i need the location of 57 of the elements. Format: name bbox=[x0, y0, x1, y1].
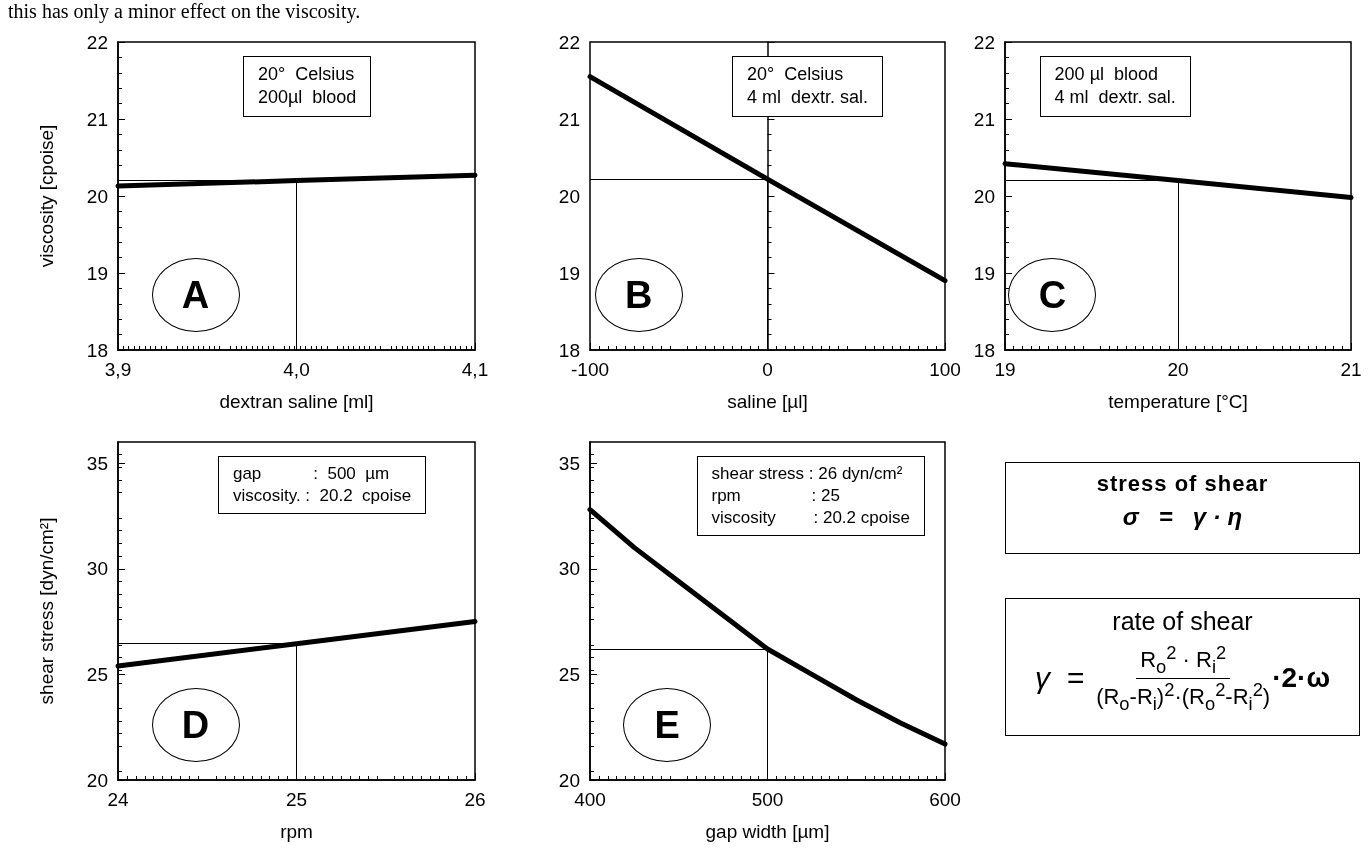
y-tick-label: 18 bbox=[558, 339, 580, 361]
annotation: gap : 500 µm viscosity. : 20.2 cpoise bbox=[217, 456, 427, 515]
text: σ = γ · η bbox=[1121, 503, 1244, 531]
text: (R$_{o}$-R$_{i}$)$^{2}$·(R$_{o}$$^{2}$-R$_{i}$$^{2}$) bbox=[1096, 678, 1271, 714]
y-tick-label: 30 bbox=[558, 558, 580, 580]
x-tick-label: 19 bbox=[994, 359, 1016, 380]
y-tick-label: 22 bbox=[86, 31, 108, 53]
annotation: 200 µl blood 4 ml dextr. sal. bbox=[1039, 56, 1191, 117]
x-tick-label: 21 bbox=[1340, 359, 1362, 380]
y-tick-label: 30 bbox=[86, 558, 108, 580]
x-tick-label: 100 bbox=[929, 359, 961, 380]
x-tick-label: 3,9 bbox=[104, 359, 132, 380]
annotation: 20° Celsius 4 ml dextr. sal. bbox=[732, 56, 884, 117]
x-tick-label: 4,0 bbox=[283, 359, 310, 380]
x-tick-label: 0 bbox=[762, 359, 773, 380]
y-tick-label: 20 bbox=[558, 185, 580, 207]
text: this has only a minor effect on the viscosity. bbox=[8, 0, 362, 23]
y-tick-label: 22 bbox=[973, 31, 995, 53]
y-tick-label: 19 bbox=[86, 262, 108, 284]
text: stress of shear bbox=[1095, 471, 1270, 497]
y-axis-title: viscosity [cpoise] bbox=[36, 124, 57, 268]
x-axis-title: dextran saline [ml] bbox=[219, 391, 374, 412]
y-tick-label: 35 bbox=[558, 452, 580, 474]
y-tick-label: 20 bbox=[973, 185, 995, 207]
y-tick-label: 19 bbox=[973, 262, 995, 284]
x-tick-label: -100 bbox=[570, 359, 610, 380]
x-axis-title: temperature [°C] bbox=[1108, 391, 1248, 412]
text: rate of shear bbox=[1111, 607, 1254, 636]
text: ·2·ω bbox=[1272, 662, 1331, 695]
x-tick-label: 4,1 bbox=[461, 359, 489, 380]
y-axis-title: shear stress [dyn/cm²] bbox=[36, 517, 57, 705]
y-tick-label: 19 bbox=[558, 262, 580, 284]
y-tick-label: 20 bbox=[558, 769, 580, 791]
x-axis-title: saline [µl] bbox=[727, 391, 808, 412]
x-tick-label: 400 bbox=[574, 789, 606, 810]
y-tick-label: 20 bbox=[86, 185, 108, 207]
x-axis-title: rpm bbox=[280, 821, 313, 842]
y-tick-label: 35 bbox=[86, 452, 108, 474]
annotation: shear stress : 26 dyn/cm² rpm : 25 viscosity : 20.2 cpoise bbox=[696, 456, 925, 537]
y-tick-label: 21 bbox=[86, 108, 108, 130]
y-tick-label: 21 bbox=[558, 108, 580, 130]
y-tick-label: 18 bbox=[973, 339, 995, 361]
y-tick-label: 25 bbox=[558, 663, 580, 685]
y-tick-label: 21 bbox=[973, 108, 995, 130]
x-tick-label: 24 bbox=[107, 789, 129, 810]
x-tick-label: 600 bbox=[929, 789, 961, 810]
y-tick-label: 25 bbox=[86, 663, 108, 685]
x-tick-label: 500 bbox=[751, 789, 784, 810]
y-tick-label: 18 bbox=[86, 339, 108, 361]
x-tick-label: 20 bbox=[1167, 359, 1189, 380]
x-tick-label: 26 bbox=[464, 789, 486, 810]
y-tick-label: 20 bbox=[86, 769, 108, 791]
x-tick-label: 25 bbox=[285, 789, 308, 810]
y-tick-label: 22 bbox=[558, 31, 580, 53]
x-axis-title: gap width [µm] bbox=[705, 821, 830, 842]
annotation: 20° Celsius 200µl blood bbox=[242, 56, 372, 117]
text: γ = bbox=[1034, 661, 1085, 696]
